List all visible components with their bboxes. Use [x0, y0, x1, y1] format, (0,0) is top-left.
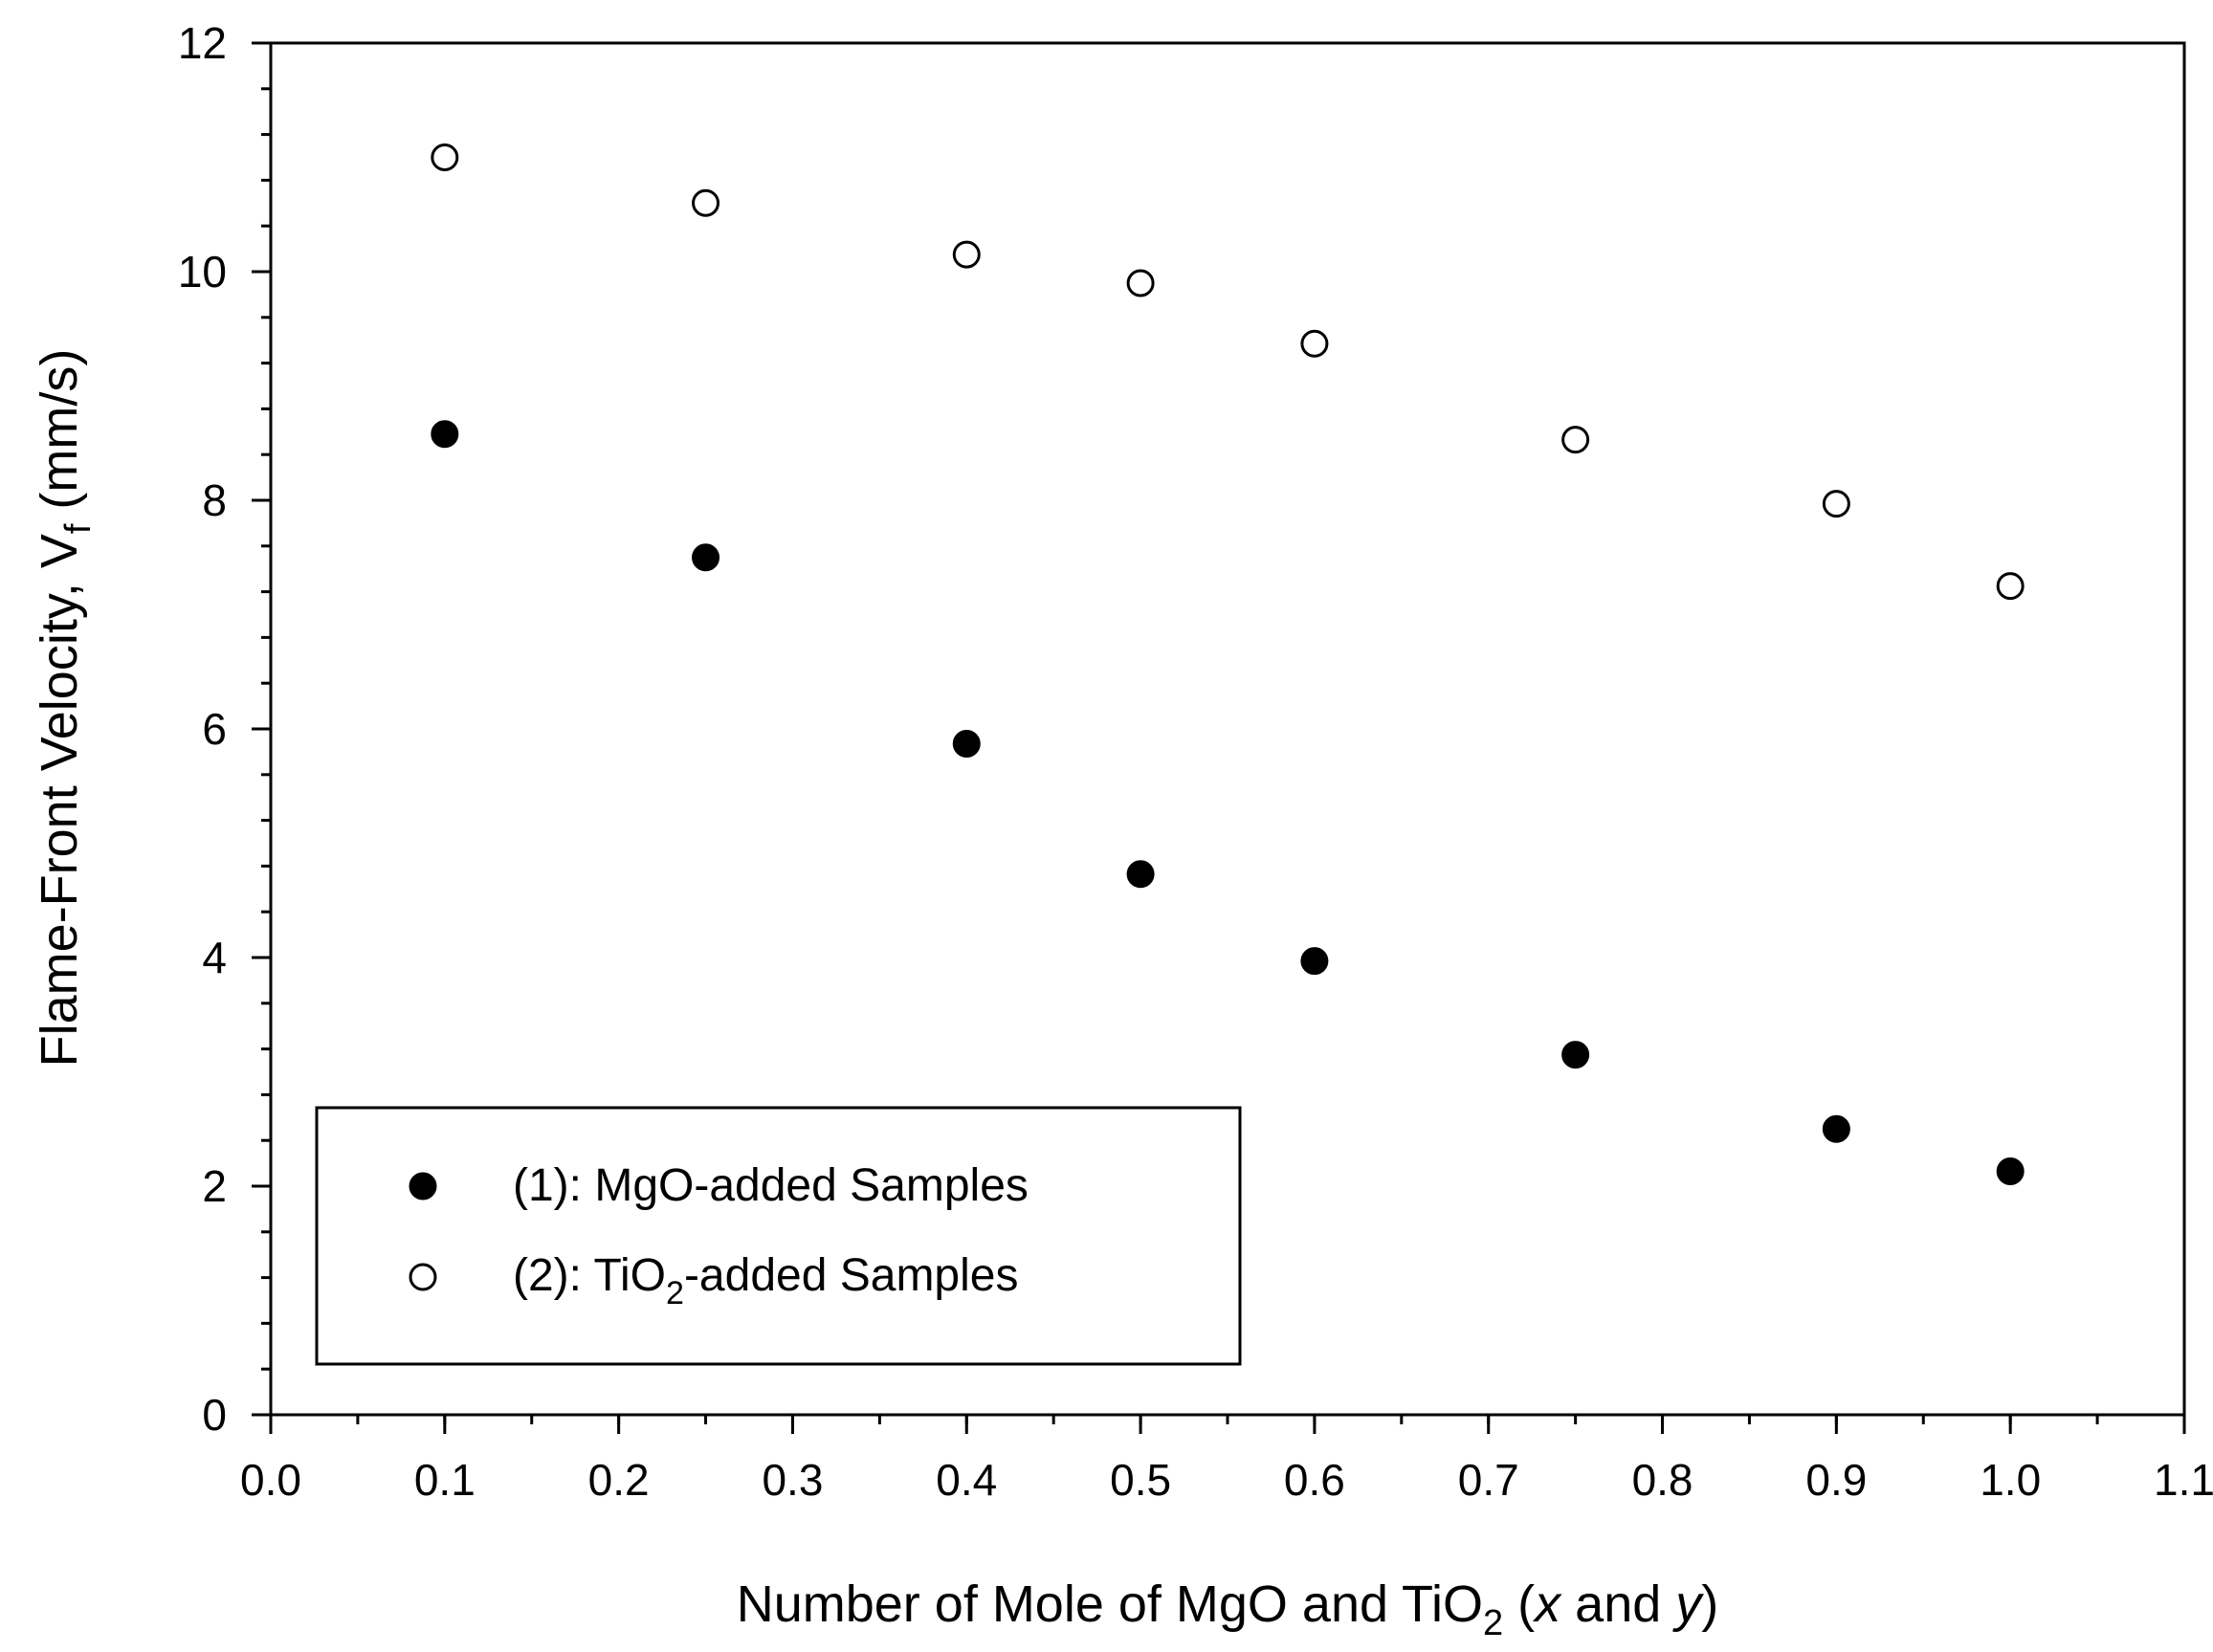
x-tick-label: 0.3 [762, 1455, 823, 1505]
x-tick-label: 1.0 [1980, 1455, 2041, 1505]
y-tick-label: 8 [202, 475, 227, 525]
data-point-tio2 [1996, 572, 2025, 601]
data-point-mgo [1300, 947, 1329, 976]
data-points [431, 143, 2025, 1185]
data-point-mgo [1996, 1156, 2025, 1185]
data-point-mgo [952, 730, 981, 759]
data-point-mgo [431, 420, 459, 449]
x-tick-label: 0.9 [1805, 1455, 1867, 1505]
x-tick-label: 0.6 [1284, 1455, 1345, 1505]
legend-label-mgo: (1): MgO-added Samples [513, 1160, 1029, 1211]
data-point-tio2 [952, 240, 981, 269]
legend-marker-tio2 [409, 1263, 437, 1291]
legend-box [315, 1106, 1242, 1366]
x-tick-label: 0.7 [1458, 1455, 1519, 1505]
data-point-tio2 [1561, 426, 1590, 454]
x-tick-label: 0.0 [240, 1455, 301, 1505]
x-tick-label: 0.8 [1632, 1455, 1693, 1505]
data-point-tio2 [1822, 490, 1850, 518]
y-axis-label: Flame-Front Velocity, Vf (mm/s) [31, 349, 99, 1068]
x-tick-label: 0.1 [414, 1455, 476, 1505]
x-tick-label: 0.2 [588, 1455, 650, 1505]
y-tick-label: 2 [202, 1161, 227, 1211]
y-tick-label: 10 [178, 247, 227, 297]
data-point-tio2 [692, 188, 720, 217]
legend-label-tio2: (2): TiO2-added Samples [513, 1250, 1018, 1311]
data-point-mgo [1561, 1041, 1590, 1069]
data-point-mgo [1822, 1114, 1850, 1143]
x-tick-label: 0.4 [936, 1455, 997, 1505]
y-tick-label: 12 [178, 18, 227, 68]
x-tick-label: 0.5 [1110, 1455, 1171, 1505]
y-tick-label: 6 [202, 704, 227, 754]
legend: (1): MgO-added Samples (2): TiO2-added S… [315, 1106, 1242, 1366]
x-axis-ticks: 0.0 0.1 0.2 0.3 0.4 0.5 0.6 0.7 0.8 0.9 1.0 1.1 [240, 1415, 2213, 1505]
legend-marker-mgo [409, 1172, 437, 1200]
data-point-mgo [1126, 860, 1155, 889]
data-point-tio2 [431, 143, 459, 171]
y-tick-label: 0 [202, 1390, 227, 1440]
x-axis-label: Number of Mole of MgO and TiO2 (x and y) [737, 1575, 1719, 1643]
y-tick-label: 4 [202, 933, 227, 982]
data-point-tio2 [1300, 329, 1329, 358]
data-point-tio2 [1126, 269, 1155, 297]
data-point-mgo [692, 543, 720, 572]
y-axis-ticks: 0 2 4 6 8 10 12 [178, 18, 271, 1440]
x-tick-label: 1.1 [2154, 1455, 2213, 1505]
